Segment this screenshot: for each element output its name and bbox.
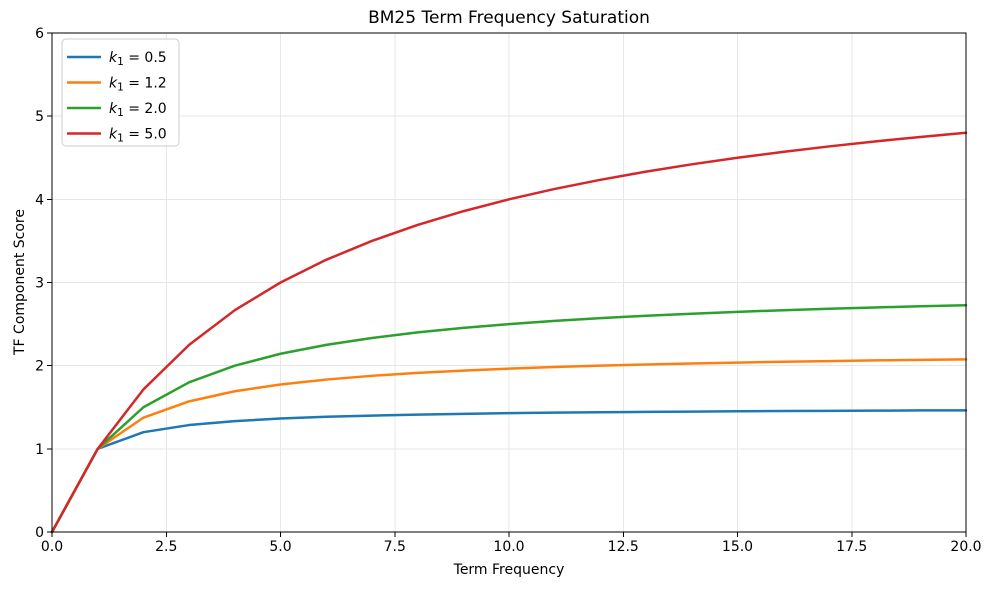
x-tick-label: 12.5 — [608, 539, 639, 555]
y-tick-label: 1 — [35, 442, 44, 458]
x-tick-label: 17.5 — [836, 539, 867, 555]
axis-ticks: 0.0 2.5 5.0 7.5 10.0 12.5 15.0 17.5 20.0 0 1 2 3 4 5 6 — [35, 26, 982, 555]
y-tick-label: 6 — [35, 26, 44, 42]
legend-label: k1 = 2.0 — [109, 101, 167, 119]
legend: k1 = 0.5 k1 = 1.2 k1 = 2.0 k1 = 5.0 — [61, 38, 180, 147]
x-tick-label: 0.0 — [41, 539, 63, 555]
legend-item: k1 = 5.0 — [67, 127, 167, 145]
y-tick-label: 0 — [35, 525, 44, 541]
chart-title: BM25 Term Frequency Saturation — [368, 8, 650, 28]
x-tick-label: 10.0 — [493, 539, 524, 555]
series-line-1.2 — [50, 358, 968, 534]
series-line-2.0 — [50, 303, 968, 534]
grid-lines — [51, 32, 967, 533]
legend-label: k1 = 1.2 — [109, 76, 167, 94]
x-tick-label: 20.0 — [950, 539, 981, 555]
x-tick-label: 7.5 — [384, 539, 406, 555]
x-tick-label: 5.0 — [269, 539, 291, 555]
x-axis-label: Term Frequency — [453, 562, 565, 578]
legend-item: k1 = 1.2 — [67, 76, 167, 94]
y-tick-label: 5 — [35, 109, 44, 125]
legend-label: k1 = 5.0 — [109, 127, 167, 145]
legend-item: k1 = 2.0 — [67, 101, 167, 119]
series-line-0.5 — [50, 409, 968, 534]
series-line-5.0 — [50, 131, 968, 534]
x-tick-label: 2.5 — [155, 539, 177, 555]
x-tick-label: 15.0 — [722, 539, 753, 555]
legend-item: k1 = 0.5 — [67, 50, 167, 68]
y-tick-label: 2 — [35, 359, 44, 375]
y-tick-label: 4 — [35, 192, 44, 208]
y-axis-label: TF Component Score — [12, 209, 28, 356]
legend-box — [61, 38, 180, 147]
legend-label: k1 = 0.5 — [109, 50, 167, 68]
data-series — [50, 131, 968, 534]
y-tick-label: 3 — [35, 276, 44, 292]
